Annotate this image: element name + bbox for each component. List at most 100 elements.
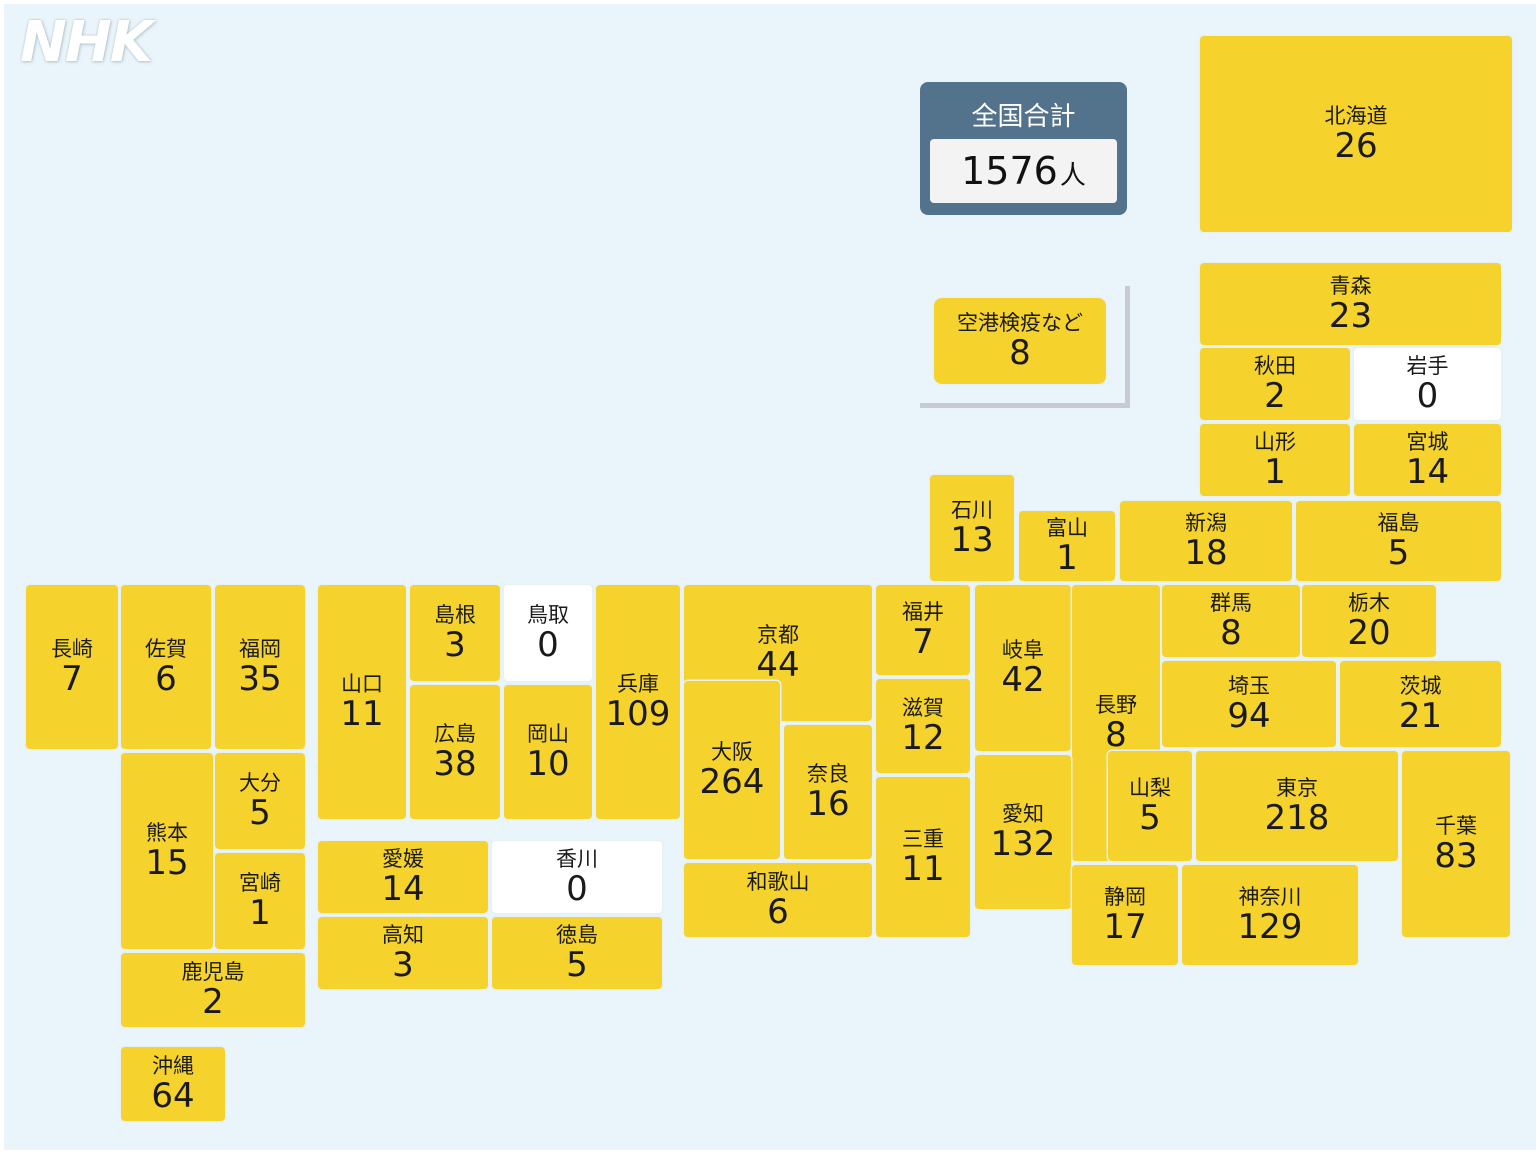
prefecture-name: 広島 (434, 721, 476, 746)
prefecture-tile-tottori[interactable]: 鳥取 0 (504, 585, 592, 681)
prefecture-tile-ehime[interactable]: 愛媛 14 (318, 841, 488, 913)
prefecture-tile-niigata[interactable]: 新潟 18 (1120, 501, 1292, 581)
prefecture-tile-okayama[interactable]: 岡山 10 (504, 685, 592, 819)
prefecture-tile-kanagawa[interactable]: 神奈川 129 (1182, 865, 1358, 965)
prefecture-name: 滋賀 (902, 695, 944, 720)
prefecture-name: 熊本 (146, 820, 188, 845)
case-count: 8 (1220, 612, 1242, 653)
prefecture-name: 栃木 (1348, 590, 1390, 615)
prefecture-name: 岩手 (1406, 353, 1449, 378)
prefecture-name: 徳島 (556, 922, 598, 947)
case-count: 132 (990, 823, 1056, 864)
prefecture-tile-okinawa[interactable]: 沖縄 64 (121, 1047, 225, 1121)
prefecture-tile-shizuoka[interactable]: 静岡 17 (1072, 865, 1178, 965)
airport-quarantine-tile[interactable]: 空港検疫など 8 (934, 298, 1106, 384)
case-count: 64 (151, 1075, 195, 1116)
prefecture-tile-osaka[interactable]: 大阪 264 (684, 681, 780, 859)
prefecture-tile-aichi[interactable]: 愛知 132 (975, 755, 1071, 909)
prefecture-tile-tokushima[interactable]: 徳島 5 (492, 917, 662, 989)
prefecture-name: 和歌山 (746, 869, 810, 894)
prefecture-tile-shiga[interactable]: 滋賀 12 (876, 679, 970, 773)
case-count: 13 (950, 519, 994, 560)
prefecture-name: 北海道 (1324, 103, 1388, 128)
prefecture-name: 佐賀 (145, 636, 187, 661)
prefecture-name: 岐阜 (1002, 637, 1044, 662)
prefecture-name: 宮城 (1406, 429, 1449, 454)
prefecture-tile-aomori[interactable]: 青森 23 (1200, 263, 1501, 345)
case-count: 5 (1387, 532, 1410, 573)
prefecture-name: 福岡 (239, 636, 281, 661)
prefecture-name: 山梨 (1129, 775, 1171, 800)
prefecture-tile-kagawa[interactable]: 香川 0 (492, 841, 662, 913)
prefecture-name: 高知 (382, 922, 424, 947)
prefecture-name: 千葉 (1435, 813, 1477, 838)
prefecture-name: 大阪 (711, 739, 753, 764)
prefecture-tile-yamanashi[interactable]: 山梨 5 (1108, 751, 1192, 861)
case-count: 18 (1184, 532, 1228, 573)
prefecture-name: 青森 (1329, 273, 1372, 298)
prefecture-tile-kumamoto[interactable]: 熊本 15 (121, 753, 213, 949)
case-count: 17 (1103, 906, 1147, 947)
prefecture-tile-hokkaido[interactable]: 北海道 26 (1200, 36, 1512, 232)
prefecture-name: 山形 (1254, 429, 1296, 454)
prefecture-tile-fukushima[interactable]: 福島 5 (1296, 501, 1501, 581)
case-count: 2 (1264, 375, 1286, 416)
prefecture-tile-gunma[interactable]: 群馬 8 (1162, 585, 1300, 657)
case-count: 6 (767, 891, 789, 932)
prefecture-tile-yamagata[interactable]: 山形 1 (1200, 424, 1350, 496)
case-count: 5 (1139, 797, 1161, 838)
prefecture-tile-iwate[interactable]: 岩手 0 (1354, 348, 1501, 420)
case-count: 3 (444, 624, 466, 665)
prefecture-name: 長崎 (51, 636, 93, 661)
prefecture-name: 島根 (434, 602, 476, 627)
prefecture-name: 福島 (1377, 510, 1420, 535)
prefecture-tile-yamaguchi[interactable]: 山口 11 (318, 585, 406, 819)
prefecture-tile-mie[interactable]: 三重 11 (876, 777, 970, 937)
prefecture-tile-nagasaki[interactable]: 長崎 7 (26, 585, 118, 749)
prefecture-tile-kagoshima[interactable]: 鹿児島 2 (121, 953, 305, 1027)
prefecture-name: 兵庫 (617, 671, 659, 696)
case-count: 2 (202, 981, 224, 1022)
prefecture-tile-saitama[interactable]: 埼玉 94 (1162, 661, 1336, 747)
prefecture-tile-gifu[interactable]: 岐阜 42 (975, 585, 1071, 751)
case-count: 14 (1405, 451, 1450, 492)
prefecture-name: 福井 (902, 599, 944, 624)
prefecture-name: 富山 (1046, 515, 1088, 540)
prefecture-tile-toyama[interactable]: 富山 1 (1019, 511, 1115, 581)
prefecture-tile-oita[interactable]: 大分 5 (215, 753, 305, 849)
prefecture-tile-nara[interactable]: 奈良 16 (784, 725, 872, 859)
prefecture-tile-tokyo[interactable]: 東京 218 (1196, 751, 1398, 861)
case-count: 35 (238, 658, 282, 699)
prefecture-name: 鳥取 (527, 602, 569, 627)
prefecture-tile-fukui[interactable]: 福井 7 (876, 585, 970, 675)
prefecture-tile-shimane[interactable]: 島根 3 (410, 585, 500, 681)
prefecture-tile-akita[interactable]: 秋田 2 (1200, 348, 1350, 420)
case-count: 20 (1347, 612, 1391, 653)
national-total-value: 1576 (961, 149, 1058, 193)
case-count: 3 (392, 944, 414, 985)
national-total-unit: 人 (1059, 161, 1086, 191)
case-count: 15 (145, 842, 189, 883)
prefecture-tile-miyagi[interactable]: 宮城 14 (1354, 424, 1501, 496)
prefecture-tile-ibaraki[interactable]: 茨城 21 (1340, 661, 1501, 747)
prefecture-tile-chiba[interactable]: 千葉 83 (1402, 751, 1510, 937)
prefecture-tile-wakayama[interactable]: 和歌山 6 (684, 863, 872, 937)
case-count: 109 (605, 693, 671, 734)
prefecture-tile-kochi[interactable]: 高知 3 (318, 917, 488, 989)
prefecture-tile-hiroshima[interactable]: 広島 38 (410, 685, 500, 819)
case-count: 8 (1105, 714, 1127, 755)
case-count: 14 (381, 868, 425, 909)
prefecture-tile-miyazaki[interactable]: 宮崎 1 (215, 853, 305, 949)
prefecture-name: 長野 (1095, 692, 1137, 717)
prefecture-tile-saga[interactable]: 佐賀 6 (121, 585, 211, 749)
prefecture-tile-ishikawa[interactable]: 石川 13 (930, 475, 1014, 581)
prefecture-tile-fukuoka[interactable]: 福岡 35 (215, 585, 305, 749)
case-count: 0 (1416, 375, 1439, 416)
prefecture-name: 東京 (1276, 775, 1318, 800)
prefecture-name: 香川 (556, 846, 598, 871)
prefecture-tile-tochigi[interactable]: 栃木 20 (1302, 585, 1436, 657)
case-count: 94 (1227, 695, 1271, 736)
case-count: 11 (901, 848, 945, 889)
prefecture-tile-hyogo[interactable]: 兵庫 109 (596, 585, 680, 819)
prefecture-name: 茨城 (1399, 673, 1442, 698)
